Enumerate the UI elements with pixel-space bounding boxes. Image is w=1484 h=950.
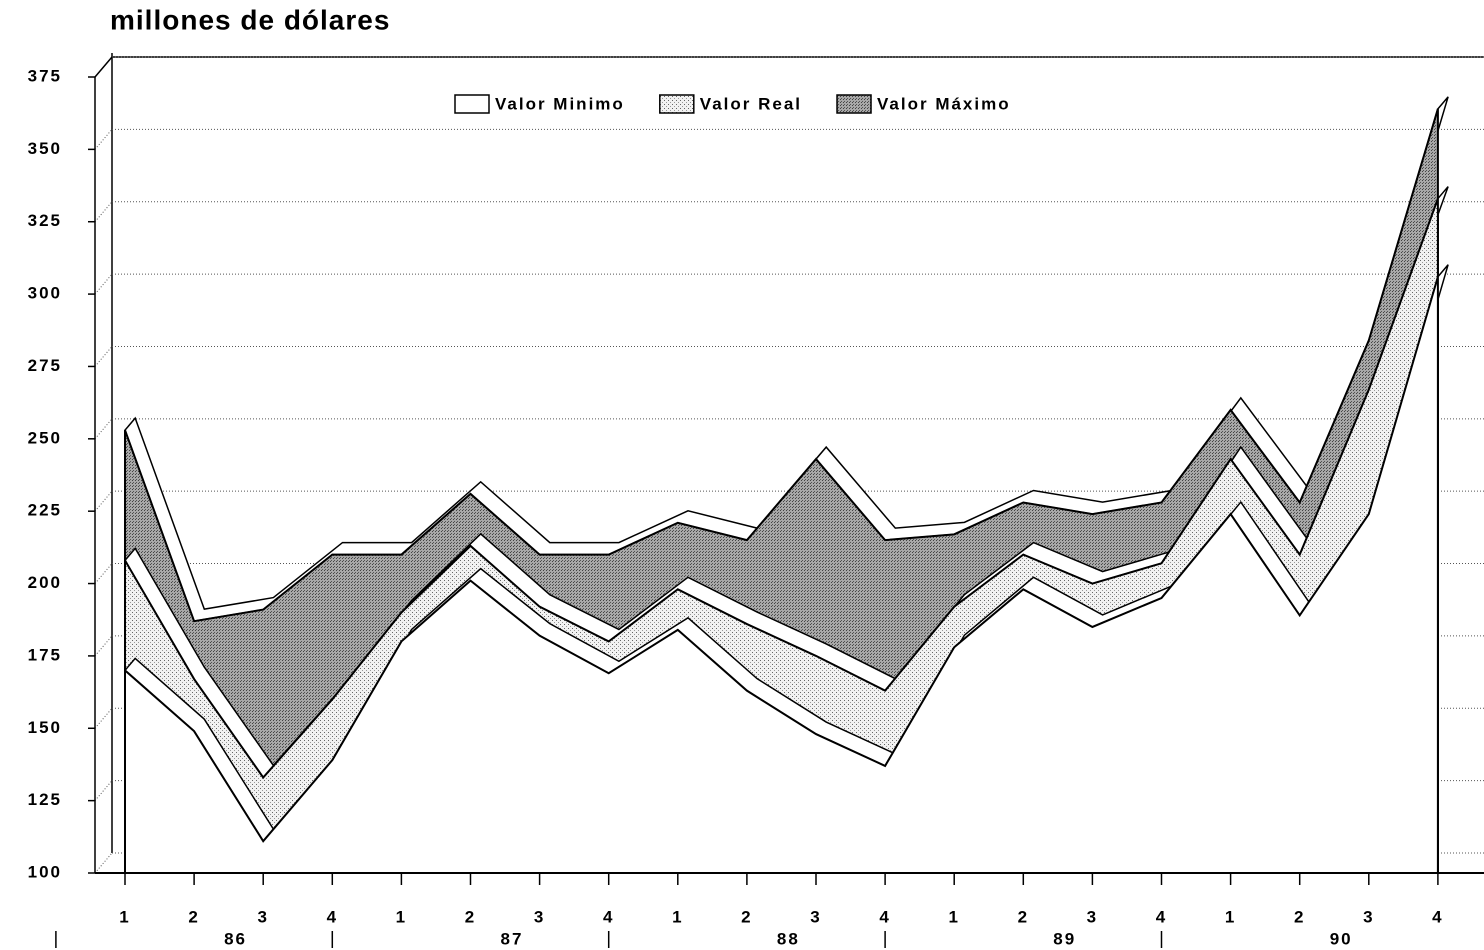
x-tick-label: 1: [1225, 907, 1236, 926]
grid-diagonal: [94, 418, 113, 440]
grid-diagonal: [94, 852, 113, 874]
chart-title: millones de dólares: [110, 4, 390, 35]
x-tick-label: 1: [119, 907, 130, 926]
x-tick-label: 4: [879, 907, 890, 926]
y-tick-label: 125: [28, 790, 62, 809]
y-tick-label: 250: [28, 428, 62, 447]
grid-diagonal: [94, 346, 113, 367]
x-tick-label: 1: [672, 907, 683, 926]
y-tick-label: 275: [28, 356, 62, 375]
x-tick-label: 2: [1294, 907, 1305, 926]
x-tick-label: 2: [188, 907, 199, 926]
year-label: 89: [1053, 929, 1076, 948]
x-tick-label: 2: [741, 907, 752, 926]
grid-diagonal: [94, 273, 113, 295]
x-tick-label: 4: [1432, 907, 1443, 926]
year-label: 86: [224, 929, 247, 948]
x-tick-label: 4: [327, 907, 338, 926]
legend-swatch: [836, 94, 872, 114]
grid-diagonal: [94, 129, 113, 150]
y-tick-label: 150: [28, 718, 62, 737]
x-tick-label: 1: [396, 907, 407, 926]
area: [124, 276, 1439, 874]
y-tick-label: 225: [28, 501, 62, 520]
legend-label: Valor Minimo: [495, 94, 625, 113]
y-tick-label: 350: [28, 139, 62, 158]
legend-swatch: [454, 94, 490, 114]
x-tick-label: 2: [465, 907, 476, 926]
x-tick-label: 4: [603, 907, 614, 926]
y-tick-label: 325: [28, 211, 62, 230]
grid-diagonal: [94, 707, 113, 729]
x-tick-label: 3: [1363, 907, 1374, 926]
x-tick-label: 2: [1018, 907, 1029, 926]
grid-diagonal: [94, 201, 113, 223]
year-label: 90: [1330, 929, 1353, 948]
grid-diagonal: [94, 635, 113, 657]
x-tick-label: 4: [1156, 907, 1167, 926]
y-axis-top: [94, 56, 113, 78]
grid-diagonal: [94, 780, 113, 801]
legend-swatch: [659, 94, 695, 114]
y-tick-label: 100: [28, 862, 62, 881]
year-label: 88: [777, 929, 800, 948]
legend-label: Valor Máximo: [877, 94, 1011, 113]
y-tick-label: 300: [28, 284, 62, 303]
y-tick-label: 175: [28, 645, 62, 664]
x-tick-label: 3: [1087, 907, 1098, 926]
grid-diagonal: [94, 490, 113, 512]
y-tick-label: 375: [28, 66, 62, 85]
x-tick-label: 1: [948, 907, 959, 926]
x-tick-label: 3: [810, 907, 821, 926]
y-tick-label: 200: [28, 573, 62, 592]
grid-diagonal: [94, 563, 113, 584]
x-tick-label: 3: [534, 907, 545, 926]
year-label: 87: [500, 929, 523, 948]
legend-label: Valor Real: [700, 94, 802, 113]
x-tick-label: 3: [257, 907, 268, 926]
